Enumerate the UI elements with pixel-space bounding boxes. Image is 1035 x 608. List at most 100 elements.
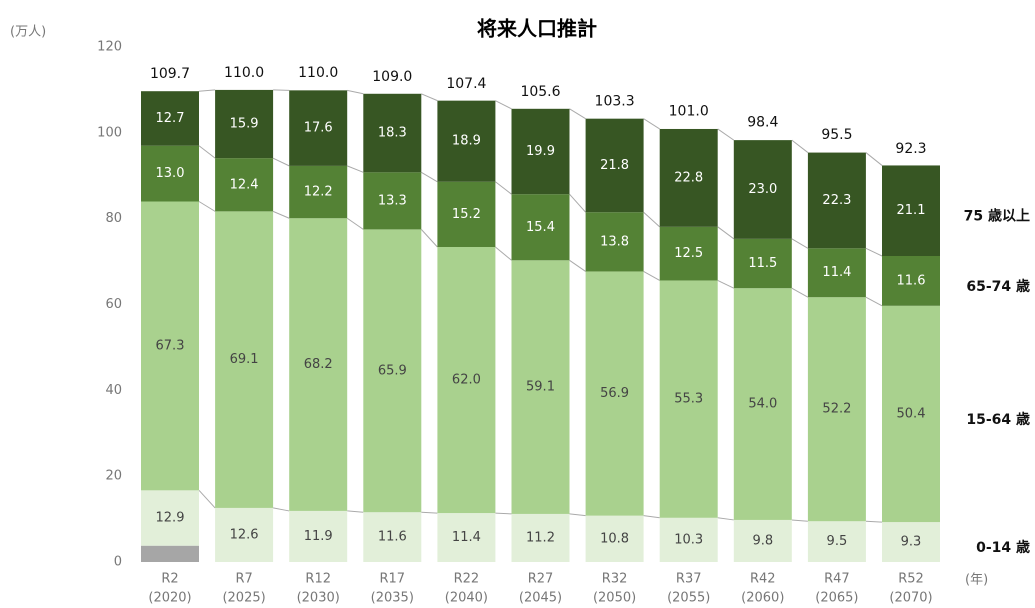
bar-segment bbox=[215, 211, 274, 508]
data-label: 23.0 bbox=[748, 182, 777, 197]
total-label: 110.0 bbox=[298, 65, 338, 81]
connector bbox=[347, 165, 364, 173]
bar-segment bbox=[141, 545, 199, 562]
bar-segment bbox=[437, 513, 496, 562]
x-tick-label: R47 bbox=[824, 572, 850, 587]
data-label: 69.1 bbox=[230, 352, 259, 367]
data-label: 13.3 bbox=[378, 193, 407, 208]
connector bbox=[421, 511, 438, 514]
x-tick-label: R37 bbox=[676, 572, 702, 587]
connector bbox=[569, 259, 586, 272]
x-tick-label: R27 bbox=[528, 572, 554, 587]
connector bbox=[791, 238, 809, 249]
y-tick-label: 80 bbox=[105, 211, 122, 226]
bar-segment bbox=[733, 238, 792, 289]
data-label: 15.4 bbox=[526, 220, 555, 235]
x-tick-label: R12 bbox=[305, 572, 331, 587]
connector bbox=[865, 296, 883, 307]
total-label: 95.5 bbox=[821, 127, 852, 143]
data-label: 12.6 bbox=[230, 527, 259, 542]
x-tick-sublabel: (2070) bbox=[889, 591, 932, 606]
bar-segment bbox=[363, 512, 422, 562]
data-label: 11.6 bbox=[897, 273, 926, 288]
data-label: 11.4 bbox=[452, 530, 481, 545]
connector bbox=[272, 157, 290, 167]
bar-segment bbox=[437, 100, 496, 182]
connector bbox=[495, 181, 512, 195]
bar-segment bbox=[289, 90, 348, 166]
data-label: 13.8 bbox=[600, 234, 629, 249]
connector bbox=[643, 211, 661, 228]
x-tick-sublabel: (2035) bbox=[371, 591, 414, 606]
total-label: 107.4 bbox=[446, 76, 486, 92]
connector bbox=[495, 100, 512, 110]
connector bbox=[569, 193, 586, 213]
bar-segment bbox=[882, 305, 940, 523]
bar-segment bbox=[585, 212, 644, 272]
data-label: 11.4 bbox=[822, 265, 851, 280]
connector bbox=[272, 210, 290, 219]
bar-segment bbox=[215, 89, 274, 159]
connector bbox=[346, 217, 364, 230]
total-label: 109.0 bbox=[372, 69, 412, 85]
connector bbox=[791, 287, 809, 298]
x-tick-sublabel: (2055) bbox=[667, 591, 710, 606]
y-tick-label: 120 bbox=[97, 40, 122, 55]
bar-segment bbox=[437, 181, 496, 247]
total-label: 98.4 bbox=[747, 115, 778, 131]
data-label: 21.1 bbox=[897, 203, 926, 218]
bar-segment bbox=[363, 93, 422, 173]
data-label: 11.6 bbox=[378, 530, 407, 545]
series-label: 15-64 歳 bbox=[966, 411, 1030, 428]
y-tick-label: 60 bbox=[105, 297, 122, 312]
bar-segment bbox=[882, 522, 940, 562]
data-label: 17.6 bbox=[304, 121, 333, 136]
data-label: 52.2 bbox=[822, 402, 851, 417]
bar-segment bbox=[289, 510, 348, 562]
data-label: 21.8 bbox=[600, 158, 629, 173]
data-label: 22.3 bbox=[822, 193, 851, 208]
data-label: 15.2 bbox=[452, 207, 481, 222]
bar-segment bbox=[511, 513, 570, 562]
data-label: 54.0 bbox=[748, 397, 777, 412]
connector bbox=[569, 108, 586, 120]
data-label: 9.3 bbox=[901, 535, 922, 550]
bar-segment bbox=[215, 507, 274, 562]
bar-segment bbox=[733, 288, 792, 520]
bar-segment bbox=[882, 256, 940, 306]
data-label: 15.9 bbox=[230, 117, 259, 132]
data-label: 68.2 bbox=[304, 357, 333, 372]
y-tick-label: 40 bbox=[105, 383, 122, 398]
connector bbox=[643, 271, 660, 281]
total-label: 110.0 bbox=[224, 65, 264, 81]
x-tick-sublabel: (2045) bbox=[519, 591, 562, 606]
bar-segment bbox=[141, 91, 199, 146]
bar-segment bbox=[363, 172, 422, 230]
connector bbox=[717, 226, 735, 240]
connector bbox=[717, 280, 735, 289]
bar-segment bbox=[363, 229, 422, 513]
total-label: 105.6 bbox=[520, 84, 560, 100]
data-label: 12.5 bbox=[674, 246, 703, 261]
data-label: 18.3 bbox=[378, 126, 407, 141]
connector bbox=[198, 201, 216, 212]
x-unit: (年) bbox=[965, 573, 988, 588]
connector bbox=[198, 89, 216, 92]
data-label: 22.8 bbox=[674, 170, 703, 185]
total-label: 92.3 bbox=[895, 141, 926, 157]
connector bbox=[198, 145, 216, 159]
y-tick-label: 0 bbox=[114, 555, 122, 570]
bar-segment bbox=[807, 297, 866, 522]
bar-segment bbox=[882, 165, 940, 257]
x-tick-label: R32 bbox=[602, 572, 628, 587]
bar-segment bbox=[511, 260, 570, 514]
data-label: 65.9 bbox=[378, 363, 407, 378]
connector bbox=[643, 515, 660, 519]
connector bbox=[347, 510, 364, 513]
x-tick-sublabel: (2050) bbox=[593, 591, 636, 606]
data-label: 12.7 bbox=[156, 111, 185, 126]
bar-segment bbox=[585, 271, 644, 516]
connector bbox=[643, 118, 660, 130]
data-label: 50.4 bbox=[897, 406, 926, 421]
data-label: 12.9 bbox=[156, 511, 185, 526]
